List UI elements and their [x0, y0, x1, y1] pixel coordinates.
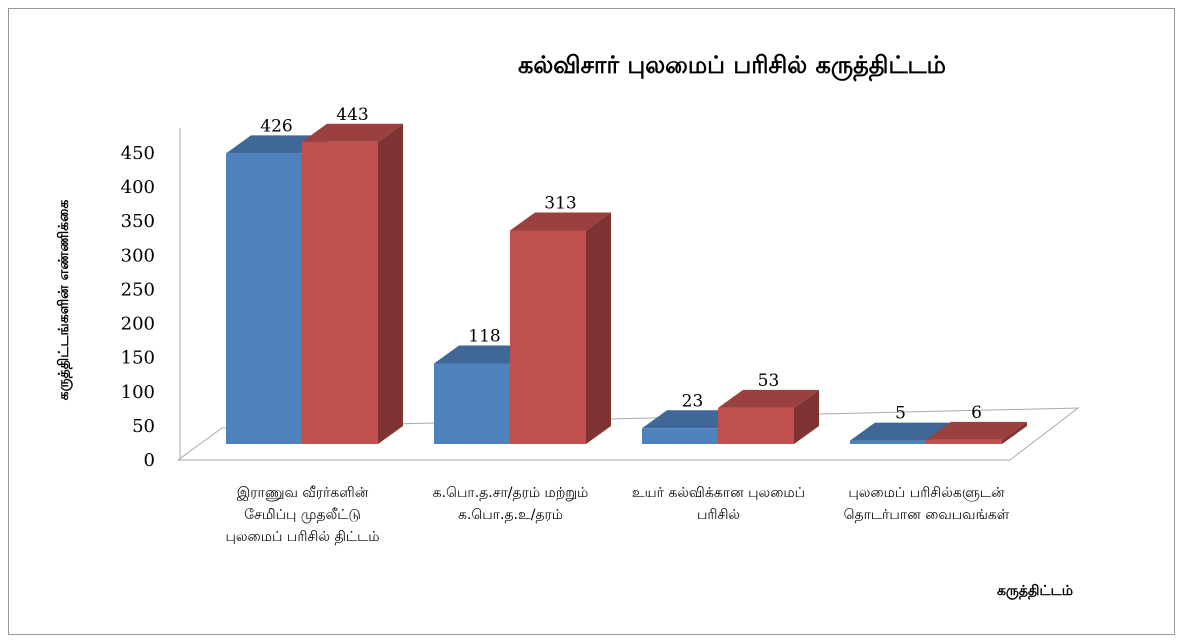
floor — [176, 407, 1080, 461]
bar-side — [378, 123, 403, 444]
bar — [926, 421, 1027, 444]
bar-top — [926, 421, 1027, 440]
bar-side — [586, 212, 611, 444]
bar-front — [850, 440, 926, 444]
x-axis-label: கருத்திட்டம் — [997, 583, 1073, 600]
y-tick-label: 350 — [121, 211, 155, 232]
x-tick-label: இராணுவ வீரர்களின் சேமிப்பு முதலீட்டு புல… — [225, 485, 380, 545]
value-label: 426 — [260, 116, 292, 136]
x-tick-label: புலமைப் பரிசில்களுடன் தொடர்பான வைபவங்கள் — [843, 485, 1010, 523]
y-tick-label: 450 — [121, 143, 155, 164]
bar-top — [510, 212, 611, 231]
y-tick-label: 400 — [121, 177, 155, 198]
bar-front — [226, 153, 302, 444]
value-label: 53 — [758, 371, 780, 391]
bar-side — [1002, 421, 1027, 444]
bar-top — [850, 422, 951, 441]
bar — [718, 389, 819, 444]
x-tick-label: க.பொ.த.சா/தரம் மற்றும் க.பொ.த.உ/தரம் — [432, 485, 589, 523]
y-tick-label: 200 — [121, 314, 155, 335]
bar-front — [642, 428, 718, 444]
y-tick-label: 300 — [121, 245, 155, 266]
y-tick-label: 150 — [121, 348, 155, 369]
value-label: 313 — [544, 193, 576, 213]
value-label: 23 — [682, 391, 704, 411]
value-label: 6 — [971, 403, 982, 423]
bar-top — [302, 123, 403, 142]
bar-side — [794, 389, 819, 444]
bar-top — [226, 135, 327, 154]
chart-title: கல்விசார் புலமைப் பரிசில் கருத்திட்டம் — [518, 51, 946, 82]
y-axis-label: கருத்திட்டங்களின் எண்ணிக்கை — [56, 200, 73, 401]
bar-top — [718, 389, 819, 408]
bar-top — [434, 345, 535, 364]
bar — [510, 212, 611, 444]
bar — [302, 123, 403, 444]
bar-front — [510, 230, 586, 444]
value-label: 443 — [336, 105, 368, 125]
value-label: 5 — [895, 404, 906, 424]
y-tick-label: 0 — [144, 450, 155, 471]
y-tick-label: 100 — [121, 382, 155, 403]
bar-front — [302, 141, 378, 444]
bar-front — [434, 363, 510, 444]
bar-front — [926, 439, 1002, 444]
y-tick-label: 250 — [121, 279, 155, 300]
bar-top — [642, 410, 743, 429]
value-label: 118 — [468, 326, 500, 346]
x-tick-label: உயர் கல்விக்கான புலமைப் பரிசில் — [631, 485, 806, 523]
y-tick-label: 50 — [132, 416, 155, 437]
bar-front — [718, 407, 794, 444]
